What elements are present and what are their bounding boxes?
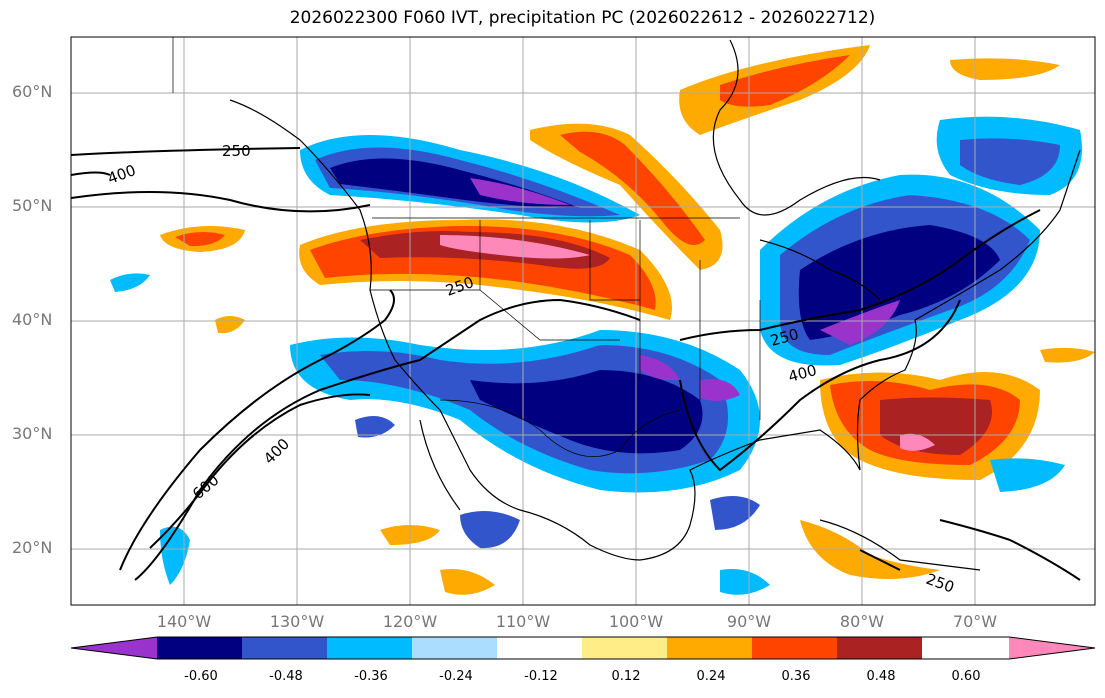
- lat-label: 30°N: [12, 424, 53, 443]
- shaded-anomalies: [110, 45, 1095, 595]
- colorbar-tick: 0.60: [951, 669, 981, 684]
- lon-label: 100°W: [608, 612, 664, 631]
- lat-label: 40°N: [12, 310, 53, 329]
- colorbar-segment: [157, 637, 242, 659]
- colorbar-segment: [1009, 637, 1095, 659]
- lat-label: 20°N: [12, 538, 53, 557]
- colorbar-segment: [497, 637, 582, 659]
- colorbar-tick: 0.12: [611, 669, 641, 684]
- colorbar-segment: [327, 637, 412, 659]
- colorbar-tick: -0.48: [269, 669, 303, 684]
- lon-label: 110°W: [495, 612, 551, 631]
- colorbar-tick: -0.12: [524, 669, 558, 684]
- colorbar-segment: [667, 637, 752, 659]
- graticule: [71, 37, 1095, 605]
- lon-label: 130°W: [269, 612, 325, 631]
- lon-label: 90°W: [726, 612, 772, 631]
- ivt-contours: [71, 147, 1081, 581]
- colorbar-tick: 0.36: [781, 669, 811, 684]
- lat-label: 50°N: [12, 196, 53, 215]
- colorbar-tick: 0.48: [866, 669, 896, 684]
- lat-label: 60°N: [12, 82, 53, 101]
- lon-label: 120°W: [382, 612, 438, 631]
- borders: [172, 37, 761, 457]
- lon-label: 140°W: [156, 612, 212, 631]
- contour-labels: 250 400 250 600 400 400 250 250: [105, 142, 956, 597]
- colorbar-tick: -0.24: [439, 669, 473, 684]
- colorbar-tick: -0.36: [354, 669, 388, 684]
- lon-label: 80°W: [839, 612, 885, 631]
- colorbar-segment: [837, 637, 922, 659]
- map-title: 2026022300 F060 IVT, precipitation PC (2…: [289, 8, 876, 28]
- colorbar-tick: 0.24: [696, 669, 726, 684]
- colorbar-segment: [582, 637, 667, 659]
- colorbar-tick: -0.60: [184, 669, 218, 684]
- colorbar-segment: [752, 637, 837, 659]
- lon-label: 70°W: [952, 612, 998, 631]
- colorbar-segment: [412, 637, 497, 659]
- contour-label: 250: [222, 142, 251, 160]
- colorbar-segment: [71, 637, 157, 659]
- colorbar-segment: [242, 637, 327, 659]
